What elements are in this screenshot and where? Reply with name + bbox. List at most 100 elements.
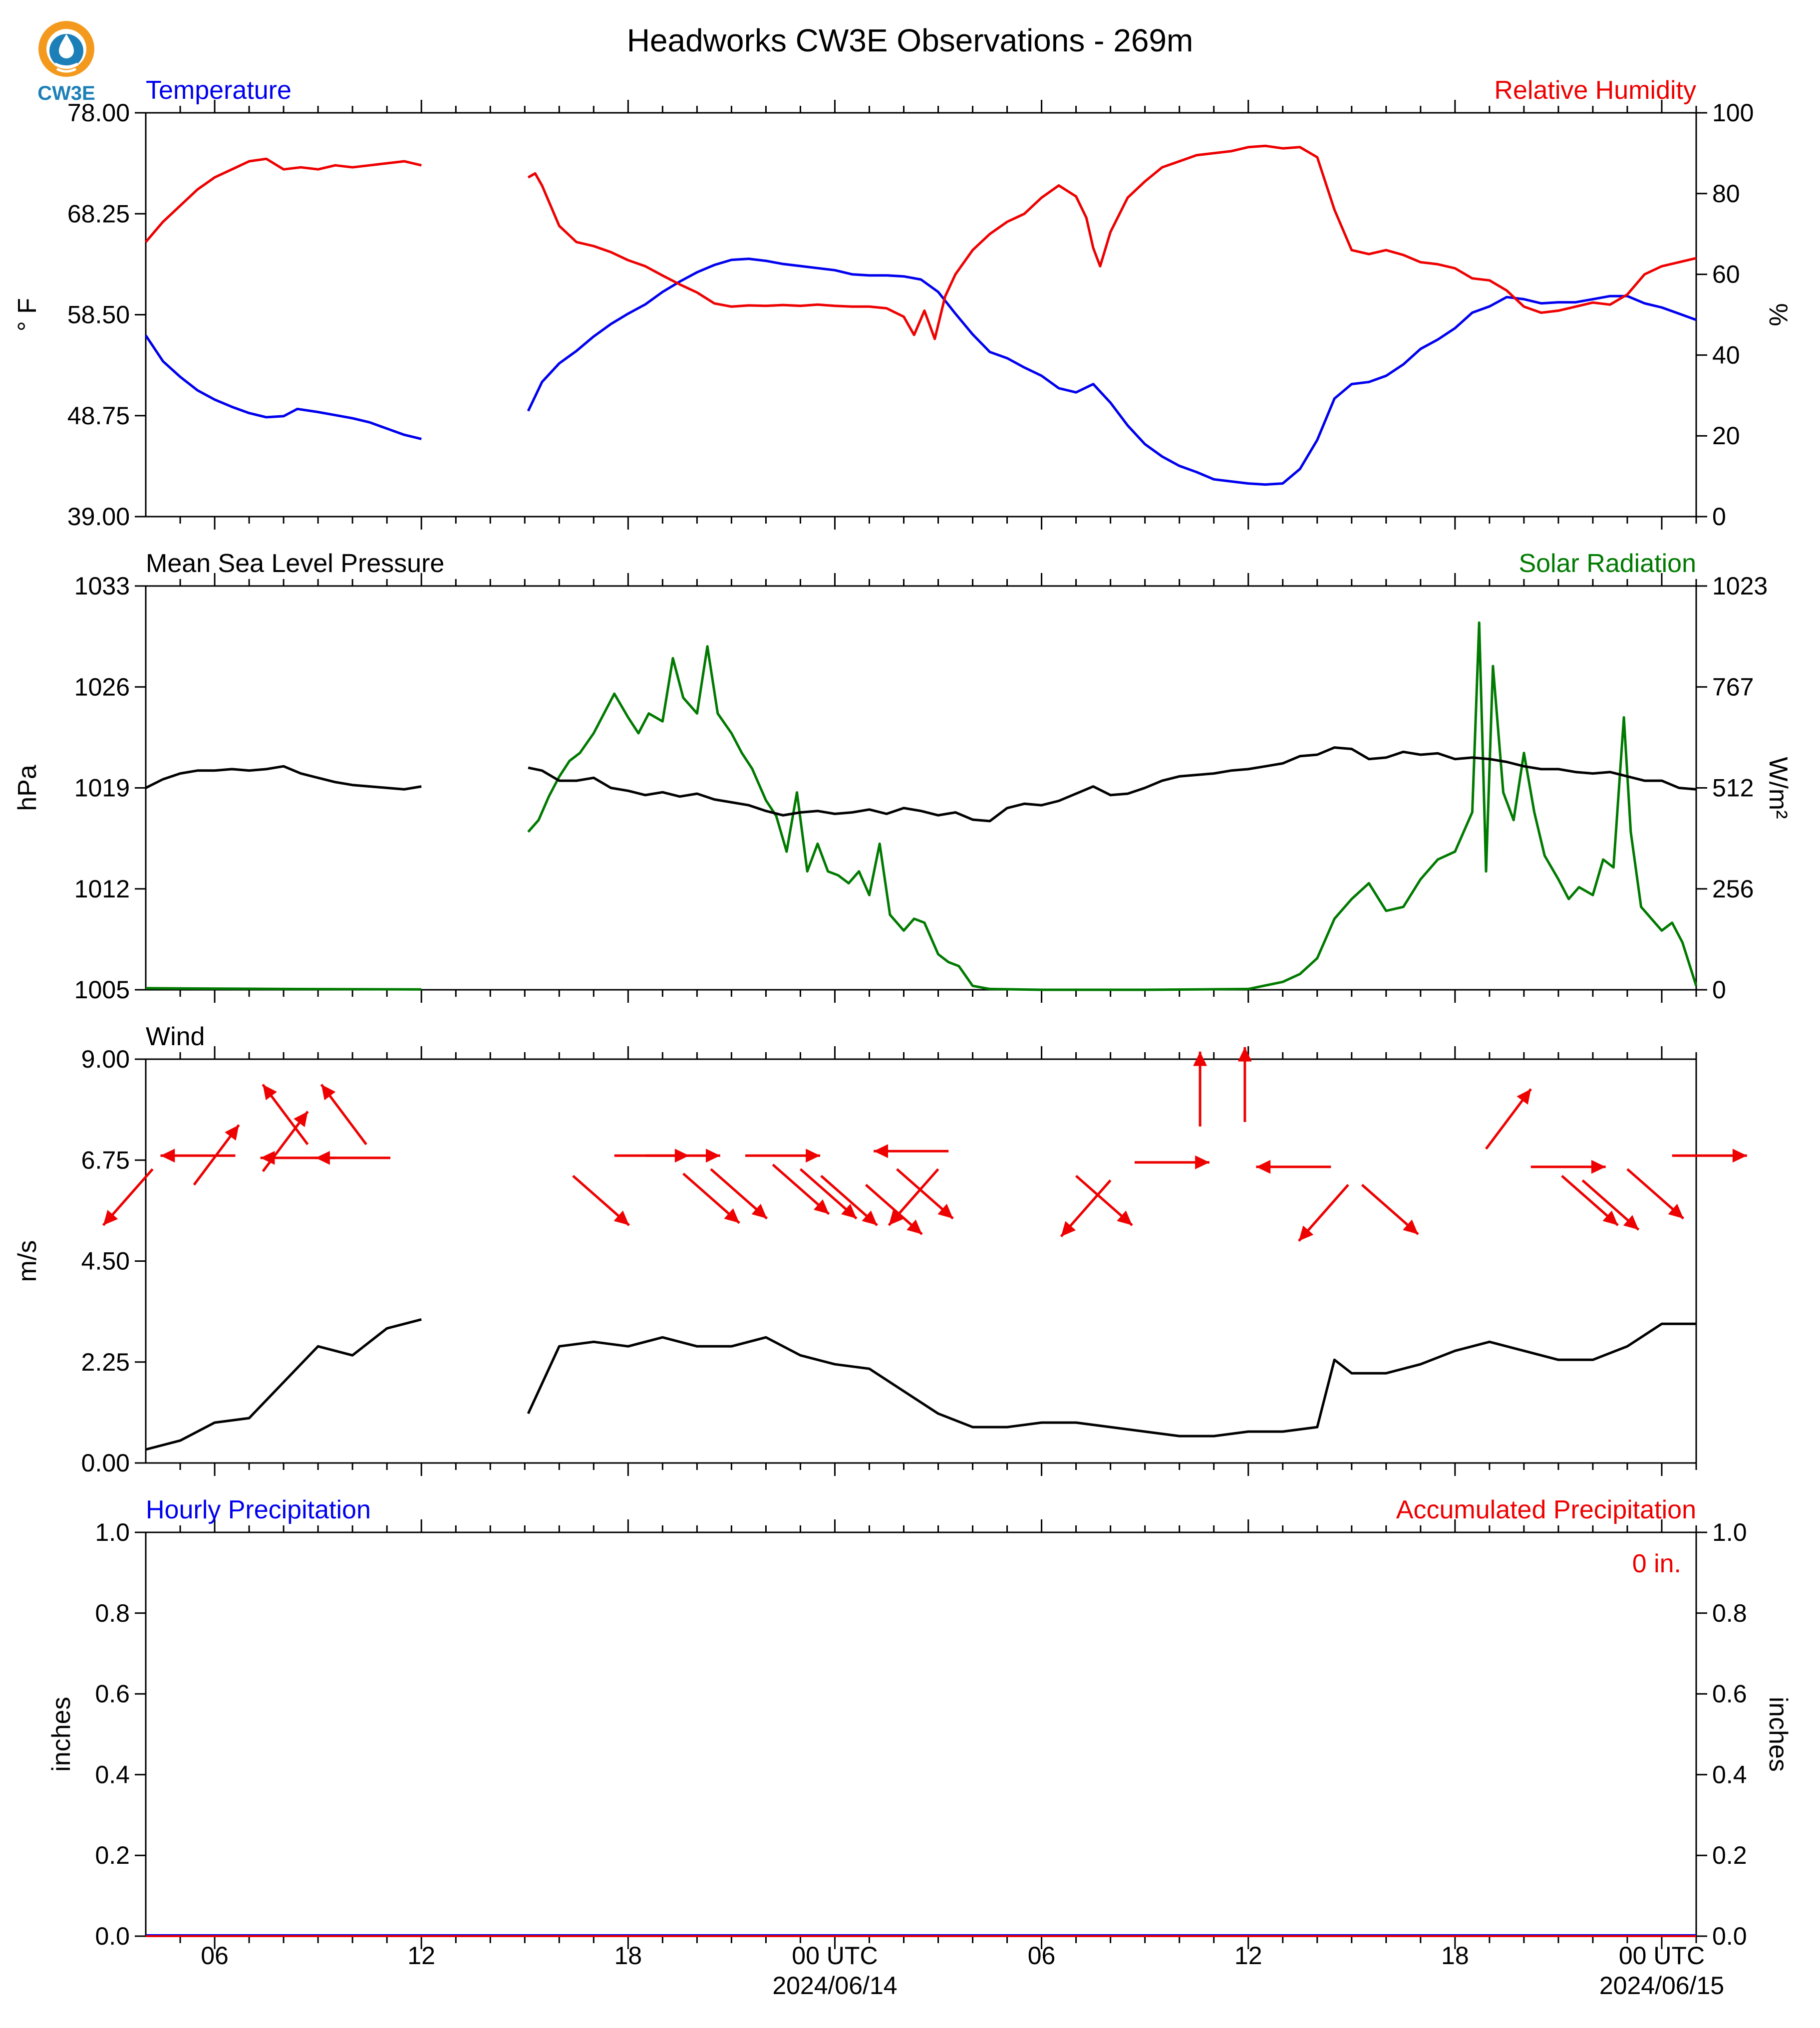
pressure-ytick-label-left: 1012	[74, 875, 130, 903]
precip-ytick-label-right: 0.6	[1712, 1680, 1747, 1708]
wind-direction-arrow	[1626, 1168, 1685, 1220]
wind-direction-arrow	[262, 1111, 309, 1172]
mean-sea-level-pressure-line	[528, 746, 1697, 823]
wind-direction-arrow	[1581, 1179, 1640, 1231]
wind-arrow-head	[160, 1149, 175, 1163]
precip-ytick-label-left: 0.8	[95, 1599, 130, 1627]
wind-direction-arrow	[1672, 1149, 1747, 1163]
wind-direction-arrow	[888, 1168, 939, 1226]
wind-arrow-head	[1403, 1219, 1418, 1234]
wind-arrow-head	[1591, 1159, 1606, 1174]
precip-ytick-label-left: 0.6	[95, 1680, 130, 1708]
wind-arrow-head	[874, 1144, 889, 1159]
wind-arrow-head	[841, 1203, 857, 1219]
temperature-ytick-label-left: 78.00	[67, 99, 130, 127]
precip-panel: 1.0 0.8 0.6 0.4 0.2 0.0 1.0 0.8 0.6 0.4 0.2 0.0 Hour…	[47, 1495, 1793, 1950]
precip-plot-frame	[145, 1531, 1697, 1937]
temperature-ytick-label-right: 100	[1712, 99, 1754, 127]
x-date-label: 2024/06/15	[1599, 1972, 1724, 2000]
precip-ytick-label-left: 1.0	[95, 1518, 130, 1546]
pressure-ytick-label-right: 256	[1712, 875, 1754, 903]
wind-direction-arrow	[745, 1149, 820, 1163]
wind-left-title: Wind	[146, 1022, 205, 1051]
solar-radiation-line	[145, 987, 422, 991]
cw3e-logo-icon: CW3E	[37, 21, 95, 104]
wind-direction-arrow	[682, 1172, 740, 1224]
wind-direction-arrow	[1530, 1159, 1606, 1174]
wind-panel: 9.00 6.75 4.50 2.25 0.00 Wind m/s	[13, 1022, 1747, 1477]
wind-arrow-head	[937, 1203, 953, 1219]
temperature-ytick-label-left: 58.50	[67, 301, 130, 329]
wind-arrow-head	[1061, 1221, 1076, 1237]
precip-right-title: Accumulated Precipitation	[1396, 1495, 1696, 1524]
wind-line	[145, 1318, 422, 1451]
precip-ytick-label-right: 1.0	[1712, 1518, 1747, 1546]
precip-ytick-label-right: 0.2	[1712, 1841, 1747, 1869]
pressure-ytick-label-right: 767	[1712, 673, 1754, 701]
wind-line	[527, 1322, 1696, 1438]
wind-arrow-head	[1668, 1203, 1684, 1219]
wind-arrow-head	[1195, 1155, 1210, 1169]
wind-arrow-head	[1602, 1210, 1618, 1225]
wind-arrow-head	[103, 1209, 118, 1225]
pressure-ytick-label-left: 1005	[74, 976, 130, 1004]
precip-ytick-label-left: 0.2	[95, 1841, 130, 1869]
temperature-ytick-label-right: 40	[1712, 341, 1740, 369]
wind-arrow-head	[321, 1084, 336, 1101]
wind-ytick-label-left: 6.75	[81, 1146, 130, 1174]
temperature-plot-frame	[145, 112, 1697, 518]
wind-direction-arrow	[1485, 1088, 1532, 1150]
precip-ytick-label-right: 0.0	[1712, 1922, 1747, 1950]
x-tick-label: 12	[1234, 1942, 1262, 1970]
wind-direction-arrow	[1075, 1174, 1133, 1226]
precip-left-title: Hourly Precipitation	[146, 1495, 371, 1524]
wind-arrow-head	[813, 1199, 829, 1214]
pressure-right-title: Solar Radiation	[1518, 549, 1696, 578]
wind-direction-arrow	[710, 1168, 768, 1220]
relative-humidity-line	[145, 157, 422, 243]
x-tick-label: 06	[1028, 1942, 1056, 1970]
pressure-left-unit: hPa	[13, 765, 42, 811]
wind-arrow-head	[1117, 1210, 1133, 1225]
pressure-left-title: Mean Sea Level Pressure	[146, 549, 444, 578]
temperature-ytick-label-right: 20	[1712, 422, 1740, 450]
wind-direction-arrow	[820, 1174, 878, 1226]
wind-arrow-head	[889, 1209, 904, 1225]
temperature-right-unit: %	[1764, 303, 1793, 326]
wind-arrow-head	[1237, 1047, 1252, 1062]
precip-right-unit: inches	[1764, 1697, 1793, 1771]
mean-sea-level-pressure-line	[145, 765, 422, 791]
wind-direction-arrow	[865, 1183, 923, 1235]
wind-arrow-head	[260, 1151, 275, 1165]
precip-ytick-label-left: 0.4	[95, 1760, 130, 1788]
wind-arrow-head	[263, 1084, 277, 1101]
x-tick-label: 18	[614, 1942, 642, 1970]
solar-radiation-line	[527, 621, 1698, 991]
temperature-ytick-label-right: 80	[1712, 180, 1740, 208]
wind-arrow-head	[1298, 1225, 1314, 1241]
wind-direction-arrow	[320, 1084, 367, 1146]
wind-direction-arrow	[160, 1149, 236, 1163]
temperature-left-unit: ° F	[13, 298, 42, 331]
precip-ytick-label-right: 0.8	[1712, 1599, 1747, 1627]
wind-arrow-head	[1623, 1215, 1639, 1230]
wind-arrow-head	[706, 1149, 720, 1163]
wind-direction-arrow	[645, 1149, 720, 1163]
wind-direction-arrow	[102, 1168, 154, 1226]
chart-title: Headworks CW3E Observations - 269m	[627, 22, 1194, 58]
logo-text: CW3E	[37, 82, 95, 104]
wind-direction-arrow	[799, 1168, 858, 1220]
wind-arrow-head	[862, 1210, 878, 1225]
precip-total-label: 0 in.	[1632, 1549, 1681, 1578]
wind-ytick-label-left: 9.00	[81, 1045, 130, 1073]
wind-ytick-label-left: 2.25	[81, 1348, 130, 1376]
wind-arrow-head	[294, 1111, 308, 1128]
precip-ytick-label-left: 0.0	[95, 1922, 130, 1950]
wind-direction-arrow	[315, 1151, 391, 1165]
pressure-panel: 1033 1026 1019 1012 1005 1023 767 512 256 0 Mean S…	[13, 549, 1793, 1004]
x-tick-label: 00 UTC	[1619, 1942, 1705, 1970]
wind-arrow-head	[724, 1208, 740, 1223]
temperature-ytick-label-right: 0	[1712, 503, 1726, 531]
wind-direction-arrow	[1060, 1179, 1112, 1237]
